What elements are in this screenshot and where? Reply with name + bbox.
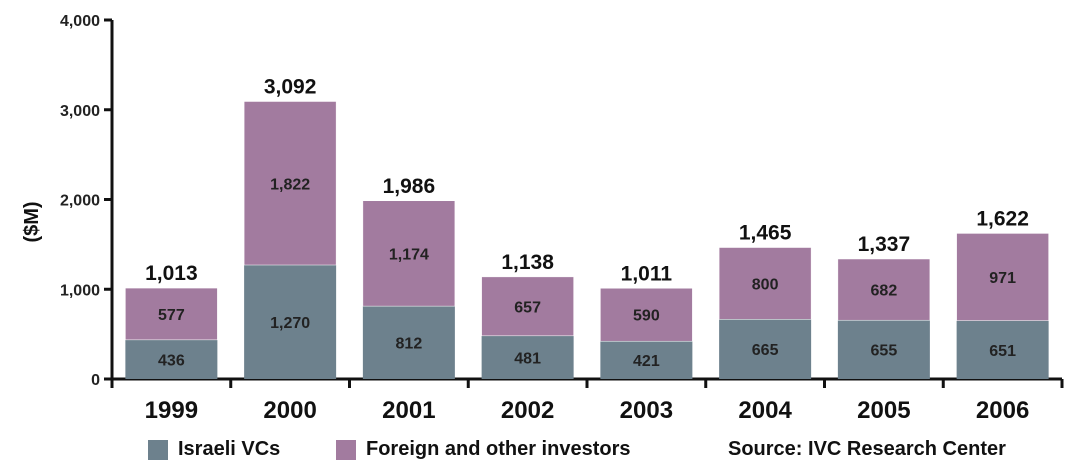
labels: 436 577 1,013 1999 1,270 1,822 3,092 2000 812 1,1…: [145, 75, 1030, 424]
legend-swatch-foreign-investors: [336, 440, 356, 460]
segment-value-label: 657: [514, 299, 541, 316]
bar-segment-israeli-vcs: [244, 265, 337, 379]
y-axis-label: ($M): [21, 201, 43, 242]
bars: [125, 101, 1049, 379]
segment-value-label: 577: [158, 307, 185, 324]
segment-value-label: 1,822: [270, 176, 310, 193]
y-tick-label: 3,000: [60, 103, 100, 120]
bar-segment-israeli-vcs: [125, 339, 218, 379]
source-note: Source: IVC Research Center: [728, 438, 1006, 460]
segment-value-label: 971: [989, 270, 1016, 287]
segment-value-label: 655: [871, 343, 898, 360]
y-tick-label: 4,000: [60, 13, 100, 30]
bar-segment-foreign-investors: [600, 288, 693, 342]
total-value-label: 1,011: [621, 262, 673, 285]
segment-value-label: 1,174: [389, 246, 429, 263]
y-tick-label: 2,000: [60, 193, 100, 210]
bar-segment-foreign-investors: [125, 287, 218, 341]
x-category-label: 2001: [382, 397, 435, 424]
bar-segment-foreign-investors: [956, 233, 1049, 321]
y-tick-label: 0: [91, 372, 100, 389]
bar-segment-israeli-vcs: [719, 319, 812, 379]
x-category-label: 2005: [857, 397, 910, 424]
x-category-label: 2000: [263, 397, 316, 424]
segment-value-label: 651: [989, 343, 1016, 360]
y-tick-label: 1,000: [60, 282, 100, 299]
total-value-label: 1,138: [501, 251, 554, 274]
segment-value-label: 682: [871, 283, 898, 300]
total-value-label: 1,622: [976, 207, 1029, 230]
segment-value-label: 665: [752, 342, 779, 359]
bar-segment-israeli-vcs: [956, 320, 1049, 379]
x-category-label: 1999: [145, 397, 198, 424]
x-category-label: 2006: [976, 397, 1029, 424]
x-category-label: 2002: [501, 397, 554, 424]
bar-segment-israeli-vcs: [481, 335, 574, 379]
segment-value-label: 1,270: [270, 315, 310, 332]
bar-segment-foreign-investors: [837, 258, 931, 321]
bar-segment-foreign-investors: [718, 247, 812, 320]
total-value-label: 1,013: [145, 262, 198, 285]
stacked-bar-chart: 0 1,000 2,000 3,000 4,000 436 577 1,013 1999 1,2…: [21, 13, 1064, 424]
bar-segment-israeli-vcs: [600, 341, 693, 379]
legend-label-israeli-vcs: Israeli VCs: [178, 438, 281, 460]
bar-segment-foreign-investors: [362, 200, 456, 307]
segment-value-label: 590: [633, 308, 660, 325]
x-category-label: 2004: [738, 397, 792, 424]
segment-value-label: 800: [752, 276, 779, 293]
total-value-label: 1,986: [383, 175, 436, 198]
segment-value-label: 421: [633, 353, 660, 370]
bar-segment-israeli-vcs: [362, 306, 455, 379]
total-value-label: 1,337: [858, 233, 911, 256]
segment-value-label: 481: [514, 350, 541, 367]
total-value-label: 1,465: [739, 222, 792, 245]
segment-value-label: 812: [396, 336, 423, 353]
bar-segment-foreign-investors: [243, 101, 337, 266]
legend-label-foreign-investors: Foreign and other investors: [366, 438, 631, 460]
segment-value-label: 436: [158, 352, 185, 369]
legend: Israeli VCs Foreign and other investors …: [0, 436, 1080, 466]
bar-segment-foreign-investors: [481, 276, 574, 337]
legend-swatch-israeli-vcs: [148, 440, 168, 460]
x-category-label: 2003: [620, 397, 673, 424]
bar-segment-israeli-vcs: [837, 320, 930, 379]
total-value-label: 3,092: [264, 75, 317, 98]
